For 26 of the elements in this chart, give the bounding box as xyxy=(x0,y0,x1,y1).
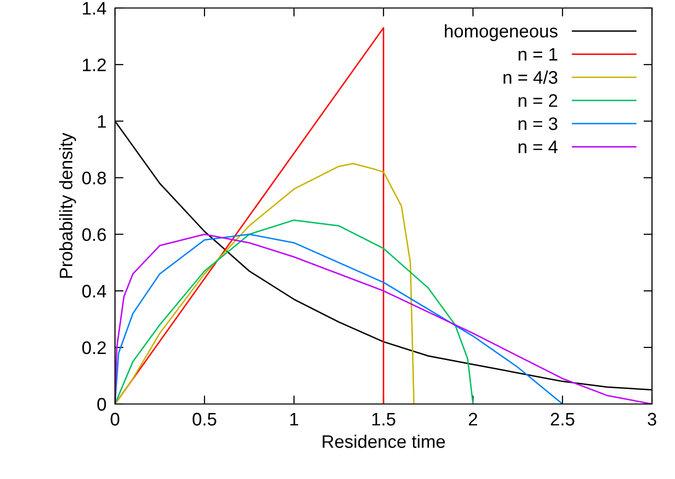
legend-label: n = 3 xyxy=(518,117,558,130)
legend-label: n = 4 xyxy=(518,140,558,154)
legend-label: n = 2 xyxy=(518,94,558,107)
x-tick-label: 2.5 xyxy=(550,412,574,426)
legend-label: n = 1 xyxy=(518,48,558,60)
line-series xyxy=(115,162,415,404)
x-tick-label: 1 xyxy=(290,412,298,426)
line-series xyxy=(115,234,564,404)
y-axis-title: Probability density xyxy=(59,132,76,278)
y-tick-label: 0.6 xyxy=(82,228,106,242)
legend-label: homogeneous xyxy=(444,24,558,42)
x-tick-label: 2 xyxy=(468,412,478,426)
line-series xyxy=(115,219,474,404)
x-axis-title: Residence time xyxy=(322,434,445,448)
y-tick-label: 0 xyxy=(97,398,106,411)
y-tick-label: 1 xyxy=(98,115,106,128)
x-tick-label: 1.5 xyxy=(372,412,396,426)
x-tick-label: 0 xyxy=(110,412,120,426)
y-tick-label: 0.2 xyxy=(82,341,106,354)
y-tick-label: 1.2 xyxy=(82,58,106,72)
y-tick-label: 0.4 xyxy=(82,284,106,298)
y-tick-label: 1.4 xyxy=(82,2,106,15)
legend-label: n = 4/3 xyxy=(504,70,558,84)
x-tick-label: 0.5 xyxy=(192,412,216,426)
y-tick-label: 0.8 xyxy=(82,172,106,184)
x-tick-label: 3 xyxy=(648,412,656,426)
